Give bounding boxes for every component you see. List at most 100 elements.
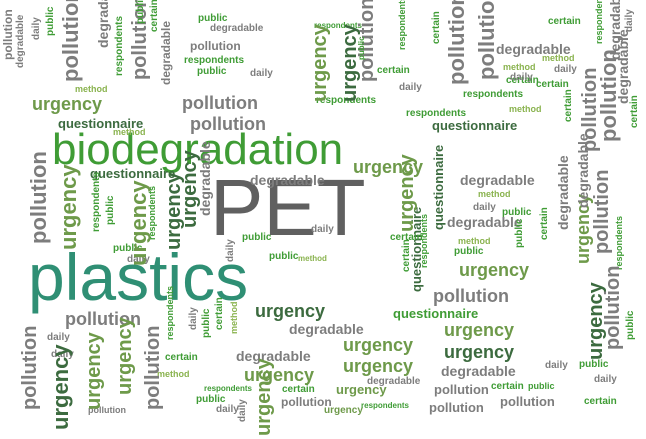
word-cloud-word-daily: daily — [399, 82, 422, 93]
word-cloud-word-method: method — [478, 189, 511, 199]
word-cloud-word-certain: certain — [539, 207, 550, 240]
word-cloud-word-certain: certain — [491, 381, 524, 392]
word-cloud-word-urgency: urgency — [32, 94, 103, 114]
word-cloud-word-respondents: respondents — [406, 108, 467, 119]
word-cloud-word-urgency: urgency — [114, 317, 136, 395]
word-cloud-word-urgency: urgency — [343, 335, 414, 355]
word-cloud-word-respondents: respondents — [184, 55, 245, 66]
word-cloud-word-respondents: respondents — [594, 0, 604, 44]
word-cloud-word-degradable: degradable — [236, 348, 311, 364]
word-cloud-word-pollution: pollution — [1, 9, 15, 60]
word-cloud-word-public: public — [269, 251, 299, 262]
word-cloud-word-daily: daily — [510, 72, 533, 83]
word-cloud-word-pollution: pollution — [434, 382, 489, 397]
word-cloud-word-degradable: degradable — [95, 0, 111, 48]
word-cloud-word-certain: certain — [165, 352, 198, 363]
word-cloud-word-certain: certain — [377, 65, 410, 76]
word-cloud-word-degradable: degradable — [250, 172, 325, 188]
word-cloud-word-pollution: pollution — [190, 39, 241, 53]
word-cloud-word-daily: daily — [31, 17, 42, 40]
word-cloud-word-degradable: degradable — [289, 321, 364, 337]
word-cloud-word-daily: daily — [473, 202, 496, 213]
word-cloud-word-public: public — [201, 308, 212, 338]
word-cloud-word-urgency: urgency — [253, 358, 275, 436]
word-cloud-word-degradable: degradable — [441, 363, 516, 379]
word-cloud-word-certain: certain — [584, 396, 617, 407]
word-cloud-word-public: public — [105, 195, 116, 225]
word-cloud-word-method: method — [229, 301, 239, 335]
word-cloud-word-degradable: degradable — [447, 214, 522, 230]
word-cloud-word-daily: daily — [51, 349, 74, 360]
word-cloud-word-certain: certain — [548, 16, 581, 27]
word-cloud-word-daily: daily — [216, 404, 239, 415]
word-cloud-word-questionnaire: questionnaire — [431, 144, 446, 230]
word-cloud-word-pollution: pollution — [474, 0, 499, 80]
word-cloud-word-urgency: urgency — [83, 332, 105, 410]
word-cloud-word-certain: certain — [431, 11, 442, 44]
word-cloud-word-respondents: respondents — [204, 384, 253, 393]
word-cloud-word-pollution: pollution — [182, 93, 258, 113]
word-cloud-word-questionnaire: questionnaire — [58, 116, 144, 131]
word-cloud-word-daily: daily — [594, 374, 617, 385]
word-cloud-word-respondents: respondents — [314, 21, 363, 30]
word-cloud-word-public: public — [528, 381, 555, 391]
word-cloud-word-public: public — [454, 246, 484, 257]
word-cloud-word-public: public — [113, 243, 143, 254]
word-cloud-word-pollution: pollution — [591, 169, 613, 254]
word-cloud-word-respondents: respondents — [614, 215, 624, 270]
word-cloud-word-urgency: urgency — [324, 405, 363, 416]
word-cloud-word-urgency: urgency — [444, 342, 515, 362]
word-cloud-word-respondents: respondents — [91, 171, 102, 232]
word-cloud-word-method: method — [75, 84, 108, 94]
word-cloud-word-certain: certain — [214, 297, 225, 330]
word-cloud-word-daily: daily — [237, 399, 248, 422]
word-cloud-word-pollution: pollution — [500, 394, 555, 409]
word-cloud-word-pollution: pollution — [444, 0, 469, 85]
word-cloud-word-method: method — [503, 62, 536, 72]
word-cloud-word-public: public — [242, 232, 272, 243]
word-cloud-word-daily: daily — [311, 224, 334, 235]
word-cloud-word-degradable: degradable — [555, 155, 571, 230]
word-cloud-word-method: method — [509, 104, 542, 114]
word-cloud-word-urgency: urgency — [244, 365, 315, 385]
word-cloud-word-PET: PET — [210, 163, 366, 252]
word-cloud-word-pollution: pollution — [58, 0, 83, 82]
word-cloud-word-degradable: degradable — [367, 376, 421, 387]
word-cloud-word-respondents: respondents — [147, 185, 157, 240]
word-cloud-word-daily: daily — [545, 360, 568, 371]
word-cloud-word-method: method — [458, 236, 491, 246]
word-cloud-word-respondents: respondents — [397, 0, 407, 50]
word-cloud-word-public: public — [198, 13, 228, 24]
word-cloud-word-public: public — [357, 36, 366, 60]
word-cloud-word-public: public — [45, 6, 56, 36]
word-cloud-word-urgency: urgency — [343, 356, 414, 376]
word-cloud-word-certain: certain — [282, 384, 315, 395]
word-cloud-word-respondents: respondents — [361, 401, 410, 410]
word-cloud-word-certain: certain — [563, 89, 574, 122]
word-cloud-word-degradable: degradable — [210, 23, 264, 34]
word-cloud-word-biodegradation: biodegradation — [52, 125, 344, 174]
word-cloud-word-daily: daily — [47, 332, 70, 343]
word-cloud-word-daily: daily — [250, 68, 273, 79]
word-cloud-word-urgency: urgency — [255, 301, 326, 321]
word-cloud-word-certain: certain — [536, 79, 569, 90]
word-cloud-word-pollution: pollution — [26, 151, 51, 244]
word-cloud-word-pollution: pollution — [429, 400, 484, 415]
word-cloud-word-respondents: respondents — [463, 89, 524, 100]
word-cloud-word-pollution: pollution — [190, 114, 266, 134]
word-cloud-word-urgency: urgency — [56, 164, 81, 250]
word-cloud-word-questionnaire: questionnaire — [432, 118, 518, 133]
word-cloud-word-urgency: urgency — [336, 382, 387, 397]
word-cloud-word-degradable: degradable — [615, 29, 631, 104]
word-cloud-word-respondents: respondents — [316, 95, 377, 106]
word-cloud-word-public: public — [579, 359, 609, 370]
word-cloud-word-daily: daily — [127, 254, 150, 265]
word-cloud-word-public: public — [196, 394, 226, 405]
word-cloud-word-daily: daily — [225, 239, 236, 262]
word-cloud-word-degradable: degradable — [496, 41, 571, 57]
word-cloud-word-public: public — [514, 218, 525, 248]
word-cloud-word-degradable: degradable — [15, 14, 26, 68]
word-cloud-word-pollution: pollution — [65, 309, 141, 329]
word-cloud-word-urgency: urgency — [309, 24, 331, 102]
word-cloud-word-degradable: degradable — [159, 20, 173, 85]
